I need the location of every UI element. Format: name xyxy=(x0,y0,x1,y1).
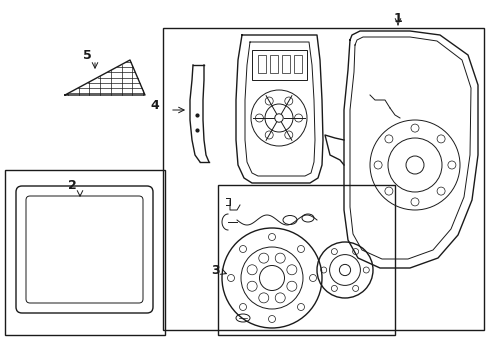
Bar xyxy=(258,55,265,73)
Bar xyxy=(163,28,483,330)
Bar xyxy=(5,170,164,335)
Bar xyxy=(269,55,278,73)
Text: 4: 4 xyxy=(150,99,159,112)
Bar xyxy=(293,55,302,73)
Text: 5: 5 xyxy=(82,49,91,62)
Text: 1: 1 xyxy=(393,12,402,24)
Bar xyxy=(218,185,394,335)
Bar xyxy=(282,55,289,73)
Text: 3: 3 xyxy=(210,264,219,276)
Text: 2: 2 xyxy=(67,179,76,192)
Bar xyxy=(251,50,306,80)
